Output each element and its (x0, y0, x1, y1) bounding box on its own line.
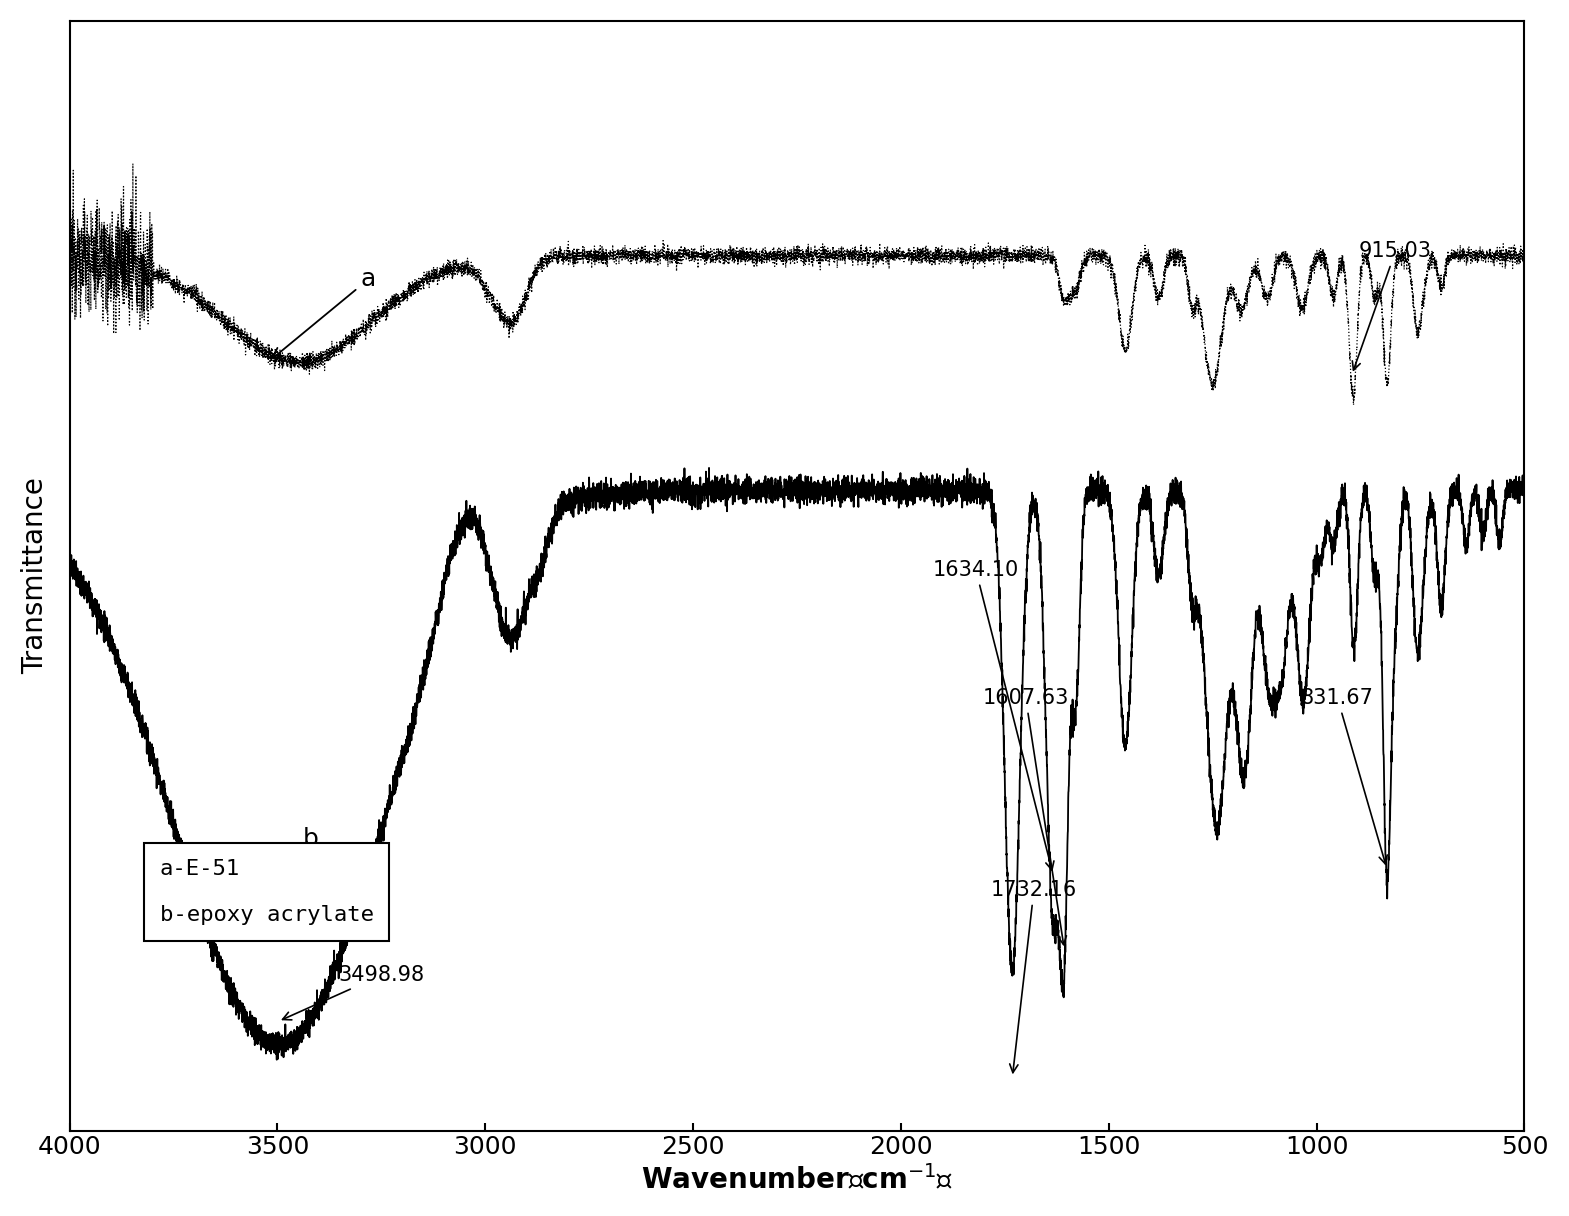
Text: 831.67: 831.67 (1301, 688, 1387, 865)
Text: b: b (223, 827, 319, 939)
Text: a-E-51

b-epoxy acrylate: a-E-51 b-epoxy acrylate (160, 858, 373, 925)
Y-axis label: Transmittance: Transmittance (20, 478, 49, 674)
Text: 1732.16: 1732.16 (992, 880, 1076, 1073)
Text: a: a (273, 268, 377, 359)
X-axis label: Wavenumber（cm$^{-1}$）: Wavenumber（cm$^{-1}$） (640, 1165, 954, 1195)
Text: 915.03: 915.03 (1352, 241, 1432, 370)
Text: 1634.10: 1634.10 (932, 559, 1054, 869)
Text: 3498.98: 3498.98 (282, 966, 425, 1020)
Text: 1607.63: 1607.63 (982, 688, 1068, 945)
